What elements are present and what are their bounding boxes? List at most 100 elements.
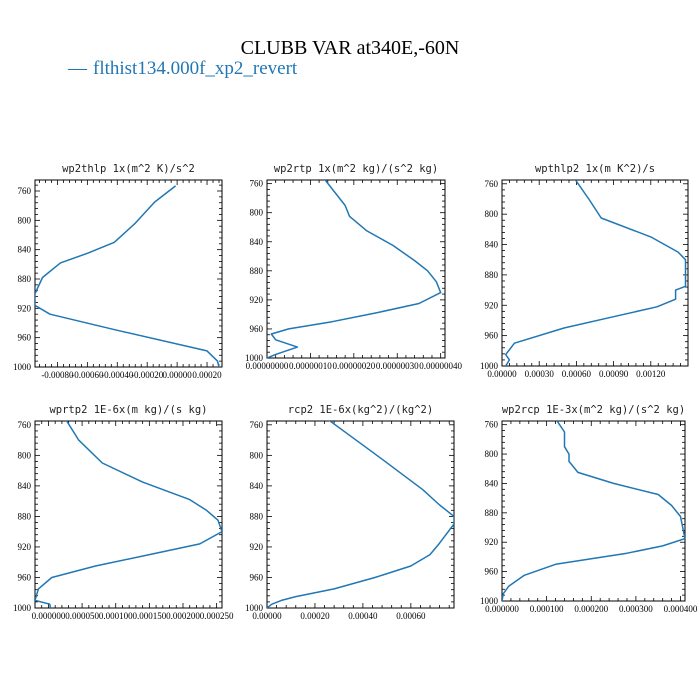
- y-tick-label: 960: [18, 572, 32, 582]
- chart-panel-1: wp2thlp 1x(m^2 K)/s^2 760 800 840 880 920 960 1…: [13, 163, 223, 380]
- y-tick-label: 760: [250, 179, 264, 189]
- x-tick-label: 0.000000: [32, 611, 66, 621]
- x-tick-label: 0.00000030: [376, 361, 419, 371]
- x-tick-label: 0.00000000: [246, 361, 289, 371]
- chart-panel-6: wp2rcp 1E-3x(m^2 kg)/(s^2 kg)760 800 840 88…: [480, 404, 698, 614]
- y-tick-label: 800: [18, 450, 32, 460]
- y-tick-label: 800: [250, 208, 264, 218]
- panel-title: wpthlp2 1x(m K^2)/s: [535, 163, 655, 175]
- y-tick-label: 760: [485, 420, 499, 430]
- x-tick-label: 0.000300: [619, 604, 653, 614]
- y-tick-label: 1000: [480, 596, 499, 606]
- x-tick-label: 0.00060: [562, 369, 592, 379]
- x-tick-label: -0.00040: [101, 370, 134, 380]
- x-tick-label: 0.000100: [530, 604, 564, 614]
- y-tick-label: 920: [250, 295, 264, 305]
- y-tick-label: 880: [250, 266, 264, 276]
- page-title: CLUBB VAR at340E,-60N: [240, 37, 460, 59]
- panel-title: rcp2 1E-6x(kg^2)/(kg^2): [288, 404, 433, 416]
- y-tick-label: 920: [18, 303, 32, 313]
- y-tick-label: 920: [485, 300, 499, 310]
- y-tick-label: 840: [485, 478, 499, 488]
- x-tick-label: 0.000250: [200, 611, 234, 621]
- panel-title: wp2rcp 1E-3x(m^2 kg)/(s^2 kg): [502, 404, 685, 416]
- y-tick-label: 760: [485, 179, 499, 189]
- x-tick-label: 0.00000: [162, 370, 192, 380]
- x-tick-label: 0.000050: [65, 611, 99, 621]
- y-tick-label: 1000: [245, 603, 264, 613]
- y-tick-label: 880: [485, 508, 499, 518]
- y-tick-label: 960: [18, 333, 32, 343]
- legend: — flthist134.000f_xp2_revert: [68, 58, 297, 80]
- chart-panel-5: rcp2 1E-6x(kg^2)/(kg^2) 760 800 840 880 920 96…: [245, 404, 455, 621]
- y-tick-label: 800: [485, 209, 499, 219]
- y-tick-label: 840: [250, 481, 264, 491]
- y-tick-label: 960: [250, 324, 264, 334]
- series-line: [504, 180, 687, 366]
- y-tick-label: 960: [250, 572, 264, 582]
- y-tick-label: 880: [250, 511, 264, 521]
- x-tick-label: 0.00000010: [289, 361, 332, 371]
- y-tick-label: 840: [250, 237, 264, 247]
- y-tick-label: 760: [250, 420, 264, 430]
- y-tick-label: 920: [485, 537, 499, 547]
- x-tick-label: 0.000000: [485, 604, 519, 614]
- x-tick-label: 0.000200: [574, 604, 608, 614]
- x-tick-label: 0.00000020: [332, 361, 375, 371]
- legend-label: flthist134.000f_xp2_revert: [93, 58, 298, 79]
- x-tick-label: -0.00060: [71, 370, 104, 380]
- chart-panel-4: wprtp2 1E-6x(m kg)/(s kg) 760 800 840 880 920…: [13, 404, 234, 621]
- y-tick-label: 880: [18, 511, 32, 521]
- y-tick-label: 840: [485, 240, 499, 250]
- x-tick-label: 0.00090: [599, 369, 629, 379]
- x-tick-label: 0.00060: [396, 611, 426, 621]
- chart-panel-3: wpthlp2 1x(m K^2)/s 760 800 840 880 920 960 100…: [480, 163, 689, 379]
- panel-title: wp2rtp 1x(m^2 kg)/(s^2 kg): [274, 163, 438, 175]
- y-tick-label: 1000: [245, 353, 264, 363]
- x-tick-label: 0.000200: [166, 611, 200, 621]
- y-tick-label: 960: [485, 331, 499, 341]
- y-tick-label: 1000: [13, 362, 32, 372]
- x-tick-label: 0.00000: [252, 611, 282, 621]
- plot-frame: [266, 420, 455, 609]
- y-tick-label: 920: [250, 542, 264, 552]
- y-tick-label: 880: [18, 274, 32, 284]
- y-tick-label: 1000: [480, 361, 499, 371]
- series-line: [502, 421, 685, 601]
- x-tick-label: 0.00000: [487, 369, 517, 379]
- series-line: [267, 421, 454, 608]
- plot-frame: [501, 420, 686, 602]
- series-line: [35, 185, 220, 367]
- plot-frame: [34, 179, 223, 368]
- y-tick-label: 840: [18, 245, 32, 255]
- x-tick-label: 0.00120: [636, 369, 666, 379]
- y-tick-label: 840: [18, 481, 32, 491]
- y-tick-label: 760: [18, 420, 32, 430]
- x-tick-label: 0.000400: [664, 604, 698, 614]
- y-tick-label: 800: [485, 449, 499, 459]
- y-tick-label: 800: [18, 215, 32, 225]
- x-tick-label: 0.000150: [132, 611, 166, 621]
- y-tick-label: 880: [485, 270, 499, 280]
- x-tick-label: 0.00020: [300, 611, 330, 621]
- x-tick-label: 0.00020: [192, 370, 222, 380]
- panel-title: wprtp2 1E-6x(m kg)/(s kg): [49, 404, 207, 416]
- y-tick-label: 800: [250, 450, 264, 460]
- x-tick-label: 0.00030: [525, 369, 555, 379]
- series-line: [267, 180, 442, 358]
- x-tick-label: 0.00040: [348, 611, 378, 621]
- plot-frame: [34, 420, 223, 609]
- panel-title: wp2thlp 1x(m^2 K)/s^2: [62, 163, 195, 175]
- x-tick-label: 0.000100: [99, 611, 133, 621]
- legend-line-icon: —: [68, 58, 87, 79]
- x-tick-label: -0.00080: [41, 370, 74, 380]
- y-tick-label: 920: [18, 542, 32, 552]
- y-tick-label: 960: [485, 567, 499, 577]
- chart-panel-2: wp2rtp 1x(m^2 kg)/(s^2 kg) 760 800 840 880 92…: [245, 163, 463, 371]
- plot-frame: [501, 179, 689, 367]
- y-tick-label: 1000: [13, 603, 32, 613]
- series-line: [35, 421, 222, 608]
- y-tick-label: 760: [18, 186, 32, 196]
- plot-frame: [266, 179, 446, 359]
